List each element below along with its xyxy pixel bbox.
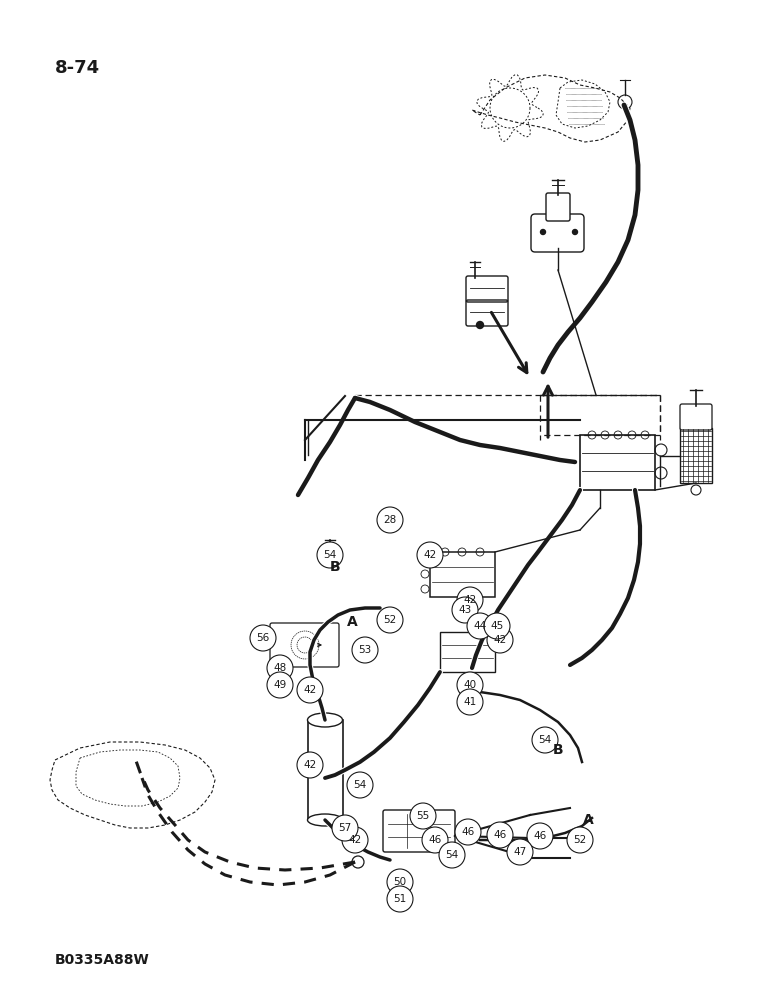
Circle shape bbox=[487, 627, 513, 653]
Text: 46: 46 bbox=[462, 827, 474, 837]
Circle shape bbox=[342, 827, 368, 853]
FancyBboxPatch shape bbox=[308, 720, 343, 820]
Circle shape bbox=[573, 230, 577, 234]
Text: 57: 57 bbox=[339, 823, 352, 833]
Circle shape bbox=[377, 607, 403, 633]
FancyBboxPatch shape bbox=[680, 404, 712, 430]
Circle shape bbox=[457, 672, 483, 698]
Text: 49: 49 bbox=[273, 680, 286, 690]
Text: 45: 45 bbox=[491, 621, 504, 631]
Text: 48: 48 bbox=[273, 663, 286, 673]
Text: 51: 51 bbox=[393, 894, 406, 904]
Circle shape bbox=[297, 752, 323, 778]
Circle shape bbox=[352, 637, 378, 663]
FancyBboxPatch shape bbox=[430, 552, 495, 597]
Circle shape bbox=[352, 856, 364, 868]
Text: 54: 54 bbox=[538, 735, 551, 745]
Text: B: B bbox=[330, 560, 340, 574]
FancyBboxPatch shape bbox=[270, 623, 339, 667]
Circle shape bbox=[297, 677, 323, 703]
Circle shape bbox=[455, 819, 481, 845]
Text: 42: 42 bbox=[303, 685, 317, 695]
Circle shape bbox=[467, 613, 493, 639]
Circle shape bbox=[452, 597, 478, 623]
Text: 54: 54 bbox=[324, 550, 337, 560]
Circle shape bbox=[387, 886, 413, 912]
Text: 42: 42 bbox=[303, 760, 317, 770]
Text: 41: 41 bbox=[463, 697, 477, 707]
Circle shape bbox=[332, 815, 358, 841]
Ellipse shape bbox=[307, 713, 342, 727]
Circle shape bbox=[387, 869, 413, 895]
Text: 8-74: 8-74 bbox=[55, 59, 100, 77]
Text: 46: 46 bbox=[534, 831, 547, 841]
FancyBboxPatch shape bbox=[383, 810, 455, 852]
Circle shape bbox=[484, 613, 510, 639]
Text: 54: 54 bbox=[353, 780, 367, 790]
FancyBboxPatch shape bbox=[546, 193, 570, 221]
Circle shape bbox=[317, 542, 343, 568]
Circle shape bbox=[487, 822, 513, 848]
Text: A: A bbox=[346, 615, 357, 629]
Circle shape bbox=[541, 230, 545, 234]
Circle shape bbox=[507, 839, 533, 865]
Circle shape bbox=[422, 827, 448, 853]
Text: 42: 42 bbox=[494, 635, 507, 645]
Text: B0335A88W: B0335A88W bbox=[55, 953, 150, 967]
Text: 43: 43 bbox=[459, 605, 472, 615]
Text: B: B bbox=[553, 743, 563, 757]
FancyBboxPatch shape bbox=[440, 632, 495, 672]
Text: 47: 47 bbox=[513, 847, 526, 857]
Text: 42: 42 bbox=[349, 835, 362, 845]
Circle shape bbox=[567, 827, 593, 853]
Circle shape bbox=[439, 842, 465, 868]
Text: 54: 54 bbox=[445, 850, 459, 860]
Circle shape bbox=[532, 727, 558, 753]
Text: 42: 42 bbox=[463, 595, 477, 605]
Ellipse shape bbox=[307, 814, 342, 826]
Text: 44: 44 bbox=[473, 621, 487, 631]
Circle shape bbox=[267, 672, 293, 698]
Text: 46: 46 bbox=[494, 830, 507, 840]
Circle shape bbox=[267, 655, 293, 681]
Text: 40: 40 bbox=[463, 680, 477, 690]
Text: 52: 52 bbox=[384, 615, 396, 625]
Circle shape bbox=[377, 507, 403, 533]
Text: 53: 53 bbox=[358, 645, 371, 655]
Circle shape bbox=[527, 823, 553, 849]
FancyBboxPatch shape bbox=[580, 435, 655, 490]
Text: 50: 50 bbox=[393, 877, 406, 887]
Text: 42: 42 bbox=[424, 550, 437, 560]
Circle shape bbox=[347, 772, 373, 798]
Text: A: A bbox=[583, 813, 594, 827]
Circle shape bbox=[250, 625, 276, 651]
Text: 46: 46 bbox=[428, 835, 441, 845]
Text: 28: 28 bbox=[384, 515, 396, 525]
Circle shape bbox=[457, 587, 483, 613]
Circle shape bbox=[457, 689, 483, 715]
Text: 55: 55 bbox=[417, 811, 430, 821]
Circle shape bbox=[477, 322, 484, 328]
Circle shape bbox=[417, 542, 443, 568]
Text: 52: 52 bbox=[573, 835, 587, 845]
FancyBboxPatch shape bbox=[680, 428, 712, 483]
Text: 56: 56 bbox=[257, 633, 270, 643]
Circle shape bbox=[410, 803, 436, 829]
